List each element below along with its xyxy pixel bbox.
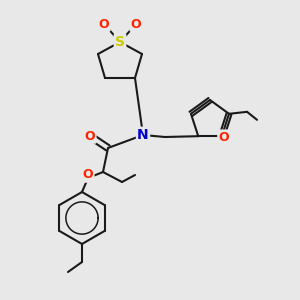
Text: O: O: [99, 17, 109, 31]
Text: O: O: [131, 17, 141, 31]
Text: N: N: [137, 128, 149, 142]
Text: O: O: [218, 131, 229, 144]
Text: O: O: [83, 169, 93, 182]
Text: O: O: [85, 130, 95, 142]
Text: S: S: [115, 35, 125, 49]
